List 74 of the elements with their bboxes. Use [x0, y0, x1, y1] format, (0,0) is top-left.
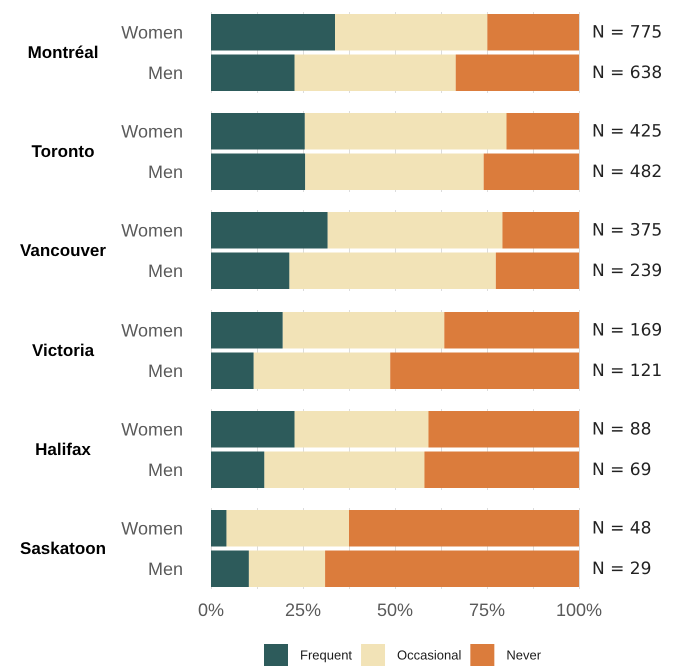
bar — [211, 154, 306, 190]
x-tick-label: 75% — [468, 600, 506, 620]
text: N = 121 — [592, 360, 662, 380]
text: N = 375 — [592, 220, 662, 241]
bar — [211, 451, 264, 488]
bar — [484, 154, 579, 190]
x-tick-label: 25% — [284, 600, 322, 620]
bar — [211, 212, 328, 249]
bar — [211, 252, 290, 290]
y-tick-label: Women — [121, 220, 183, 241]
bar — [211, 550, 249, 587]
bar — [211, 312, 283, 348]
y-tick-label: Men — [148, 460, 183, 480]
bar — [390, 352, 579, 389]
bar — [282, 312, 444, 348]
bar — [349, 510, 579, 546]
text: Toronto — [32, 142, 94, 162]
bar — [211, 352, 254, 389]
bar — [226, 510, 349, 546]
y-tick-label: Men — [148, 360, 183, 380]
x-tick-label: 50% — [376, 600, 414, 620]
text: Halifax — [35, 440, 92, 459]
bar — [502, 212, 579, 249]
text: N = 69 — [592, 460, 652, 480]
bar — [328, 212, 502, 249]
bar — [294, 410, 428, 448]
bar — [254, 352, 390, 389]
bar — [335, 14, 488, 50]
bar — [289, 252, 496, 290]
text: N = 88 — [592, 419, 652, 440]
text: N = 482 — [592, 162, 662, 182]
text: N = 775 — [592, 22, 662, 42]
text: N = 48 — [592, 518, 652, 538]
text: N = 638 — [592, 62, 662, 83]
y-tick-label: Women — [121, 121, 183, 142]
text: Victoria — [32, 340, 95, 360]
bar — [211, 14, 336, 50]
text: Saskatoon — [20, 539, 106, 558]
legend-label: Frequent — [300, 648, 352, 662]
y-tick-label: Women — [121, 518, 183, 538]
x-tick-label: 100% — [556, 600, 602, 620]
bar — [424, 451, 579, 488]
text: Vancouver — [20, 241, 106, 260]
y-tick-label: Men — [148, 558, 183, 579]
bar — [496, 252, 579, 290]
bar — [211, 410, 295, 448]
y-tick-label: Men — [148, 62, 183, 83]
bar — [456, 54, 579, 91]
x-tick-label: 0% — [198, 600, 224, 620]
text: N = 239 — [592, 261, 662, 282]
bar — [304, 113, 507, 150]
legend-label: Occasional — [397, 648, 462, 662]
text: N = 29 — [592, 558, 652, 579]
bar — [294, 54, 456, 91]
bar — [487, 14, 579, 50]
bar — [211, 113, 305, 150]
bar — [264, 451, 424, 488]
bar — [248, 550, 326, 587]
bar — [506, 113, 579, 150]
y-tick-label: Women — [121, 320, 183, 340]
legend-label: Never — [506, 648, 542, 662]
y-tick-label: Men — [148, 261, 183, 282]
bar — [211, 54, 295, 91]
y-tick-label: Women — [121, 419, 183, 440]
text: N = 169 — [592, 320, 662, 340]
y-tick-label: Men — [148, 162, 183, 182]
text: Montréal — [28, 43, 98, 62]
y-tick-label: Women — [121, 22, 183, 42]
bar — [444, 312, 579, 348]
text: N = 425 — [592, 121, 662, 142]
bar — [325, 550, 579, 587]
bar — [305, 154, 484, 190]
bar — [211, 510, 226, 546]
bar — [428, 410, 579, 448]
